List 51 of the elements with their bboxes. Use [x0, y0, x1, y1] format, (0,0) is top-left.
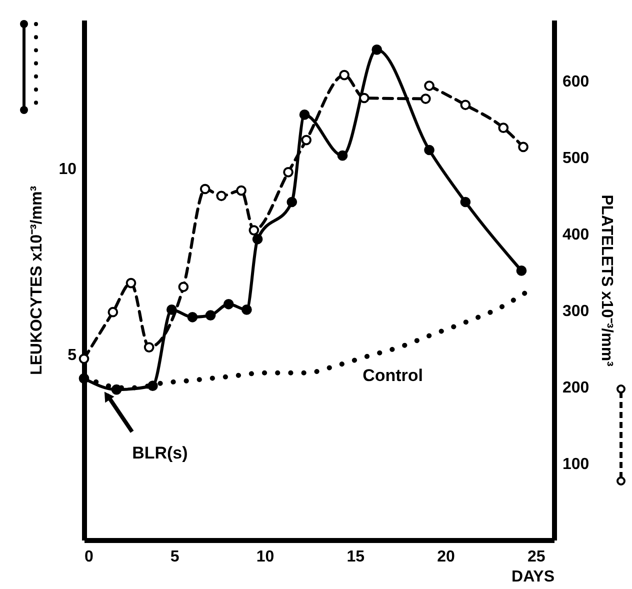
point — [498, 122, 509, 133]
x-tick-label: 0 — [84, 548, 94, 566]
point — [111, 384, 122, 395]
point — [424, 144, 434, 156]
point — [337, 150, 348, 161]
point — [359, 92, 370, 104]
point — [178, 282, 189, 292]
y-axis-title: LEUKOCYTES x10⁻³/mm³ — [28, 186, 46, 376]
x-tick-label: 25 — [528, 548, 546, 566]
point — [223, 298, 234, 310]
point — [242, 304, 252, 315]
x-tick-label: 10 — [256, 548, 274, 566]
point — [216, 190, 227, 202]
x-tick-label: 20 — [437, 548, 456, 566]
point — [460, 196, 471, 208]
point — [78, 373, 90, 384]
point — [301, 134, 312, 146]
point — [518, 142, 528, 152]
x-tick-label: 5 — [170, 548, 180, 566]
annotation: Control — [362, 366, 424, 385]
point — [460, 100, 471, 110]
point — [205, 310, 216, 320]
point — [78, 354, 90, 364]
point — [420, 94, 431, 104]
y2-tick-label: 300 — [562, 303, 590, 320]
x-axis-title: DAYS — [512, 568, 555, 586]
y2-tick-label: 400 — [562, 226, 590, 244]
point — [236, 185, 246, 196]
annotation: BLR(s) — [132, 444, 188, 463]
point — [148, 380, 158, 392]
y2-tick-label: 500 — [562, 150, 590, 168]
point — [144, 342, 154, 352]
point — [200, 184, 210, 194]
point — [283, 167, 294, 178]
point — [126, 278, 136, 288]
y2-tick-label: 200 — [562, 380, 590, 397]
point — [252, 234, 263, 244]
y2-axis-title: PLATELETS x10⁻³/mm³ — [598, 194, 616, 366]
point — [424, 80, 434, 91]
point — [248, 225, 260, 236]
point — [286, 196, 298, 208]
point — [339, 70, 350, 80]
y2-tick-label: 100 — [562, 456, 590, 474]
point — [372, 44, 382, 55]
point — [516, 266, 527, 276]
y2-tick-label: 600 — [562, 74, 590, 91]
point — [299, 110, 310, 120]
x-tick-label: 15 — [346, 548, 365, 566]
point — [108, 306, 118, 318]
point — [187, 312, 198, 322]
point — [166, 304, 177, 315]
